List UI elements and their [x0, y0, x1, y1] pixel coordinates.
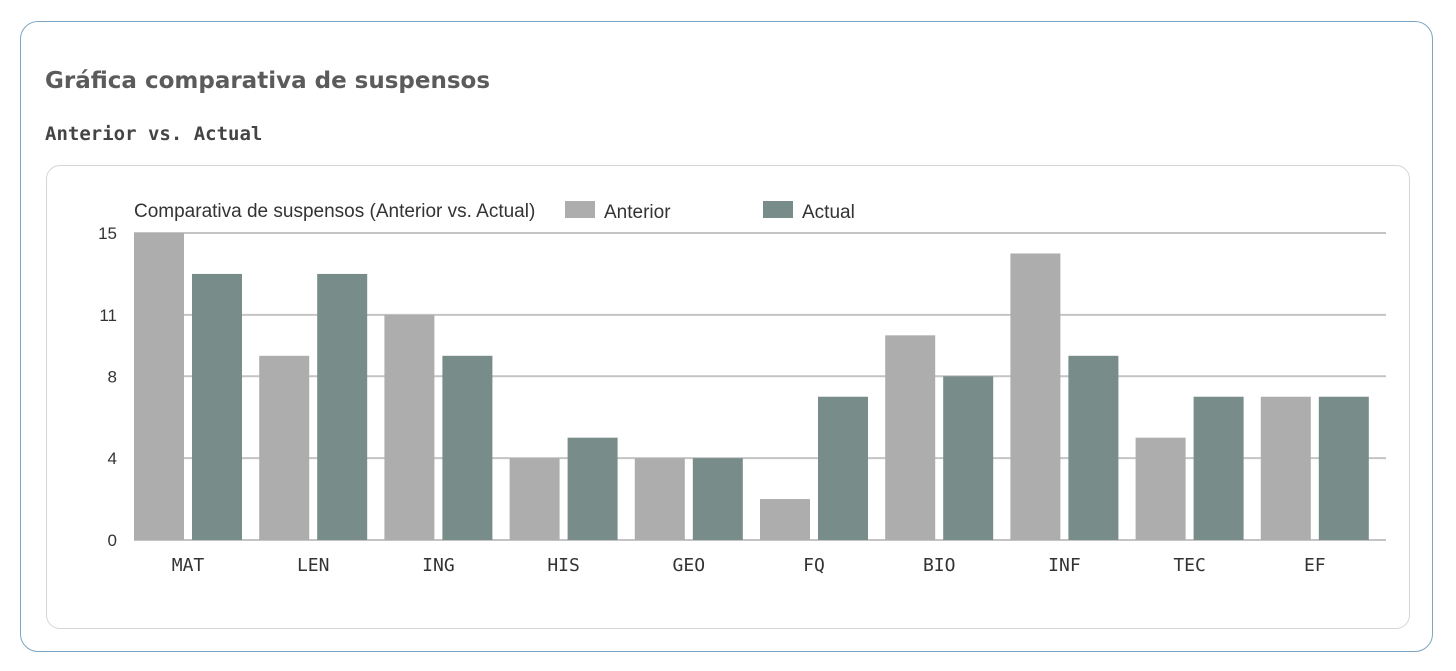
y-tick-label: 0: [108, 531, 117, 550]
x-tick-label: INF: [1048, 555, 1081, 576]
bar-anterior-tec: [1135, 437, 1186, 540]
chart-title: Comparativa de suspensos (Anterior vs. A…: [134, 201, 535, 222]
bar-actual-inf: [1068, 355, 1119, 540]
x-tick-label: LEN: [297, 555, 330, 576]
bar-anterior-inf: [1010, 253, 1061, 540]
bar-actual-his: [567, 437, 618, 540]
bar-anterior-mat: [134, 233, 184, 540]
bar-anterior-len: [259, 355, 310, 540]
x-tick-label: FQ: [803, 555, 825, 576]
bar-anterior-fq: [760, 499, 810, 540]
x-tick-label: TEC: [1173, 555, 1206, 576]
bar-anterior-ing: [384, 314, 435, 540]
card-subtitle: Anterior vs. Actual: [45, 123, 263, 145]
bar-actual-mat: [192, 273, 242, 540]
chart-panel: 0 4 8 11 15 MAT LEN ING HIS GEO FQ BIO INF TEC EF Comp…: [46, 165, 1410, 629]
bar-actual-ing: [442, 355, 493, 540]
y-tick-label: 15: [98, 224, 117, 243]
x-tick-label: MAT: [172, 555, 205, 576]
bar-chart: 0 4 8 11 15 MAT LEN ING HIS GEO FQ BIO INF TEC EF Comp…: [98, 201, 1386, 576]
bar-anterior-his: [509, 458, 560, 540]
x-tick-label: BIO: [923, 555, 956, 576]
y-tick-label: 11: [99, 306, 117, 325]
bar-actual-fq: [818, 396, 868, 540]
bar-actual-geo: [692, 458, 743, 540]
bar-actual-len: [317, 273, 368, 540]
chart-card: Gráfica comparativa de suspensos Anterio…: [20, 21, 1433, 652]
bars: [134, 233, 1369, 540]
legend-label-actual: Actual: [802, 202, 855, 223]
x-tick-label: ING: [422, 555, 455, 576]
bar-actual-tec: [1193, 396, 1244, 540]
y-tick-label: 8: [108, 367, 117, 386]
bar-anterior-bio: [885, 335, 936, 540]
legend-label-anterior: Anterior: [604, 202, 671, 223]
legend-swatch-actual: [763, 201, 793, 218]
y-tick-label: 4: [108, 449, 117, 468]
legend: Comparativa de suspensos (Anterior vs. A…: [134, 201, 855, 223]
legend-swatch-anterior: [565, 201, 595, 218]
x-tick-label: GEO: [673, 555, 706, 576]
bar-anterior-geo: [634, 458, 685, 540]
card-title: Gráfica comparativa de suspensos: [45, 68, 491, 94]
bar-actual-bio: [943, 376, 994, 540]
x-tick-label: HIS: [547, 555, 580, 576]
axes: 0 4 8 11 15 MAT LEN ING HIS GEO FQ BIO INF TEC EF: [98, 224, 1326, 576]
bar-actual-ef: [1318, 396, 1369, 540]
bar-anterior-ef: [1260, 396, 1311, 540]
x-tick-label: EF: [1304, 555, 1326, 576]
